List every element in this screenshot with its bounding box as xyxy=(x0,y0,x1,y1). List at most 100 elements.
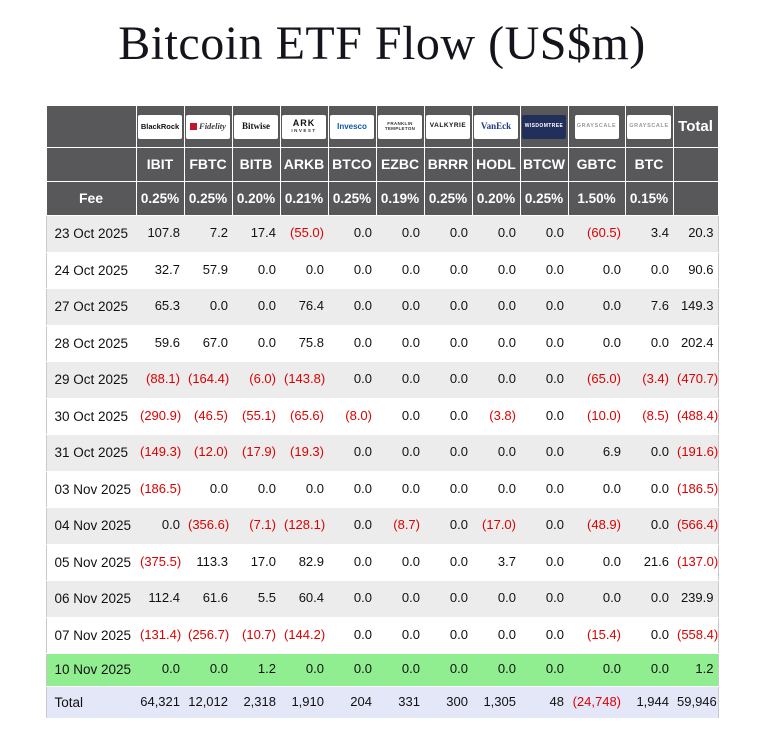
value-cell: 113.3 xyxy=(184,544,232,582)
value-cell: 0.0 xyxy=(376,252,424,290)
date-cell: 10 Nov 2025 xyxy=(46,653,136,687)
value-cell: (17.9) xyxy=(232,434,280,472)
value-cell: 149.3 xyxy=(673,288,718,326)
value-cell: (60.5) xyxy=(568,215,625,253)
ticker-fbtc: FBTC xyxy=(183,147,233,182)
value-cell: (558.4) xyxy=(673,617,718,655)
value-cell: 0.0 xyxy=(328,653,376,687)
value-cell: 0.0 xyxy=(424,252,472,290)
value-cell: 0.0 xyxy=(376,653,424,687)
ticker-hodl: HODL xyxy=(471,147,521,182)
value-cell: 1,910 xyxy=(280,685,328,720)
value-cell: 57.9 xyxy=(184,252,232,290)
value-cell: 7.6 xyxy=(625,288,673,326)
value-cell: 0.0 xyxy=(520,507,568,545)
value-cell: (256.7) xyxy=(184,617,232,655)
fee-gbtc: 1.50% xyxy=(567,181,626,216)
value-cell: (356.6) xyxy=(184,507,232,545)
value-cell: 0.0 xyxy=(472,361,520,399)
fee-total-spacer xyxy=(672,181,719,216)
ticker-row: IBIT FBTC BITB ARKB BTCO EZBC BRRR HODL BTCW GBTC… xyxy=(45,147,719,182)
logo-subtext: TEMPLETON xyxy=(384,126,416,131)
value-cell: 0.0 xyxy=(472,434,520,472)
corner-cell xyxy=(45,105,137,148)
ticker-brrr: BRRR xyxy=(423,147,473,182)
value-cell: 0.0 xyxy=(520,288,568,326)
logo-cell-bitb: Bitwise xyxy=(231,105,281,148)
date-cell: 04 Nov 2025 xyxy=(46,507,136,545)
value-cell: (144.2) xyxy=(280,617,328,655)
logo-subtext: INVEST xyxy=(291,128,317,134)
value-cell: 64,321 xyxy=(136,685,184,720)
logo-text: Invesco xyxy=(337,121,367,131)
fee-ibit: 0.25% xyxy=(135,181,185,216)
value-cell: 0.0 xyxy=(232,325,280,363)
value-cell: (3.4) xyxy=(625,361,673,399)
value-cell: (186.5) xyxy=(136,471,184,509)
value-cell: 7.2 xyxy=(184,215,232,253)
value-cell: 0.0 xyxy=(280,471,328,509)
value-cell: 67.0 xyxy=(184,325,232,363)
value-cell: (137.0) xyxy=(673,544,718,582)
total-column-header: Total xyxy=(672,105,719,148)
value-cell: 0.0 xyxy=(376,325,424,363)
value-cell: (7.1) xyxy=(232,507,280,545)
value-cell: 1,305 xyxy=(472,685,520,720)
value-cell: 5.5 xyxy=(232,580,280,618)
value-cell: 0.0 xyxy=(376,544,424,582)
grayscale-logo: GRAYSCALE xyxy=(627,114,671,139)
value-cell: 0.0 xyxy=(520,580,568,618)
value-cell: 0.0 xyxy=(376,471,424,509)
value-cell: 0.0 xyxy=(232,252,280,290)
value-cell: 0.0 xyxy=(424,544,472,582)
data-row-07-nov-2025: 07 Nov 2025 (131.4) (256.7) (10.7) (144.2) 0.… xyxy=(46,617,718,655)
data-row-23-oct-2025: 23 Oct 2025 107.8 7.2 17.4 (55.0) 0.0 0.0 0.0 0.… xyxy=(46,215,718,253)
fee-row: Fee 0.25% 0.25% 0.20% 0.21% 0.25% 0.19% 0.25% 0.… xyxy=(45,181,719,216)
data-row-30-oct-2025: 30 Oct 2025 (290.9) (46.5) (55.1) (65.6) (8.0… xyxy=(46,398,718,436)
logo-cell-btc: GRAYSCALE xyxy=(624,105,674,148)
fee-fbtc: 0.25% xyxy=(183,181,233,216)
value-cell: 0.0 xyxy=(520,252,568,290)
date-cell: 30 Oct 2025 xyxy=(46,398,136,436)
fee-ezbc: 0.19% xyxy=(375,181,425,216)
ticker-gbtc: GBTC xyxy=(567,147,626,182)
value-cell: (191.6) xyxy=(673,434,718,472)
value-cell: 0.0 xyxy=(328,361,376,399)
value-cell: 6.9 xyxy=(568,434,625,472)
value-cell: 0.0 xyxy=(424,580,472,618)
value-cell: 3.4 xyxy=(625,215,673,253)
value-cell: 0.0 xyxy=(625,325,673,363)
value-cell: 0.0 xyxy=(568,325,625,363)
value-cell: 0.0 xyxy=(328,288,376,326)
value-cell: 0.0 xyxy=(136,653,184,687)
value-cell: 0.0 xyxy=(472,252,520,290)
value-cell: 0.0 xyxy=(136,507,184,545)
value-cell: 1.2 xyxy=(673,653,718,687)
ark-logo: ARK INVEST xyxy=(282,114,326,139)
value-cell: (8.0) xyxy=(328,398,376,436)
value-cell: 0.0 xyxy=(625,617,673,655)
data-row-31-oct-2025: 31 Oct 2025 (149.3) (12.0) (17.9) (19.3) 0.0 0… xyxy=(46,434,718,472)
value-cell: 59.6 xyxy=(136,325,184,363)
value-cell: 0.0 xyxy=(472,580,520,618)
value-cell: (3.8) xyxy=(472,398,520,436)
value-cell: 0.0 xyxy=(625,653,673,687)
fidelity-logo: Fidelity xyxy=(186,114,230,139)
date-cell: 29 Oct 2025 xyxy=(46,361,136,399)
value-cell: 0.0 xyxy=(472,617,520,655)
value-cell: 0.0 xyxy=(376,398,424,436)
value-cell: 0.0 xyxy=(568,471,625,509)
ticker-btc: BTC xyxy=(624,147,674,182)
fee-brrr: 0.25% xyxy=(423,181,473,216)
value-cell: 0.0 xyxy=(424,653,472,687)
value-cell: 0.0 xyxy=(232,288,280,326)
value-cell: 300 xyxy=(424,685,472,720)
logo-text: VanEck xyxy=(480,121,512,131)
value-cell: (10.7) xyxy=(232,617,280,655)
value-cell: 0.0 xyxy=(376,215,424,253)
value-cell: 0.0 xyxy=(328,325,376,363)
logo-cell-arkb: ARK INVEST xyxy=(279,105,329,148)
value-cell: (6.0) xyxy=(232,361,280,399)
value-cell: (131.4) xyxy=(136,617,184,655)
bitcoin-etf-flow-page: Bitcoin ETF Flow (US$m) BlackRock Fidelit… xyxy=(0,0,764,719)
